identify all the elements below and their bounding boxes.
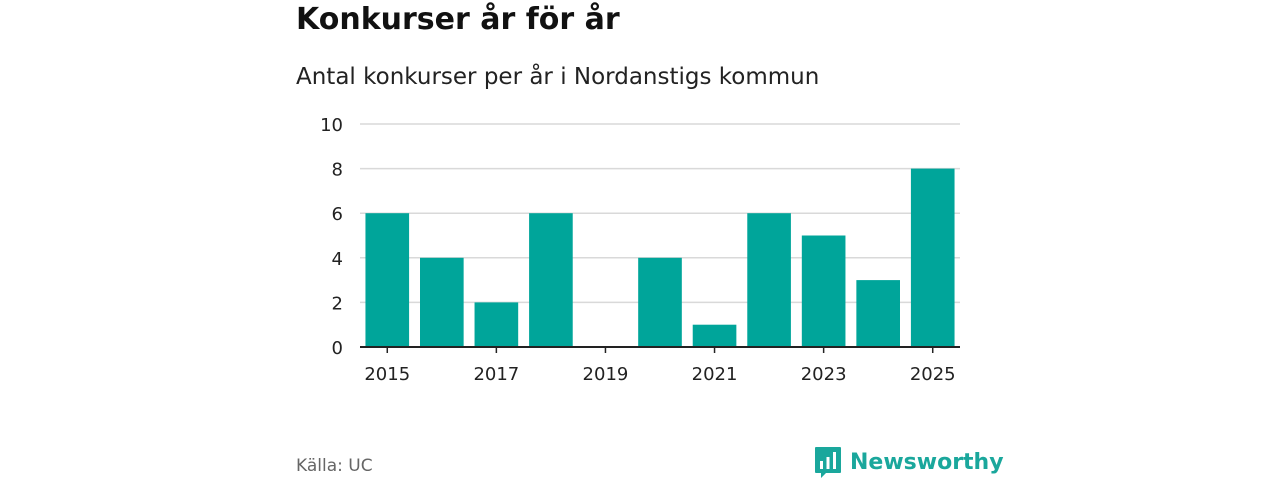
x-tick-label: 2019 bbox=[583, 364, 629, 385]
bar-2020 bbox=[638, 257, 682, 347]
x-tick-label: 2015 bbox=[364, 364, 410, 385]
y-tick-label: 4 bbox=[332, 249, 343, 270]
x-tick-label: 2017 bbox=[473, 364, 519, 385]
y-tick-label: 0 bbox=[332, 338, 343, 359]
newsworthy-logo: Newsworthy bbox=[814, 446, 1004, 478]
bar-2024 bbox=[856, 280, 900, 347]
bar-2025 bbox=[910, 168, 955, 347]
bar-2017 bbox=[474, 302, 519, 347]
x-tick-label: 2021 bbox=[692, 364, 738, 385]
bar-2015 bbox=[365, 213, 410, 347]
chart-title: Konkurser år för år bbox=[296, 2, 620, 37]
bar-2021 bbox=[692, 324, 737, 347]
bar-2022 bbox=[747, 213, 791, 347]
y-tick-label: 10 bbox=[320, 115, 343, 136]
bar-chart-speech-bubble-icon bbox=[815, 447, 841, 478]
bar-2018 bbox=[529, 213, 573, 347]
brand-name: Newsworthy bbox=[850, 449, 1004, 475]
x-tick-label: 2023 bbox=[801, 364, 847, 385]
bar-chart: 0 2 4 6 8 10 2015 2017 2019 2021 2023 2025 bbox=[320, 115, 960, 385]
source-label: Källa: UC bbox=[296, 456, 373, 476]
y-tick-label: 2 bbox=[332, 293, 343, 314]
bar-2023 bbox=[801, 235, 846, 347]
y-tick-label: 8 bbox=[332, 160, 343, 181]
bar-2016 bbox=[420, 257, 464, 347]
x-tick-label: 2025 bbox=[910, 364, 956, 385]
chart-subtitle: Antal konkurser per år i Nordanstigs kom… bbox=[296, 64, 820, 90]
y-tick-label: 6 bbox=[332, 204, 343, 225]
